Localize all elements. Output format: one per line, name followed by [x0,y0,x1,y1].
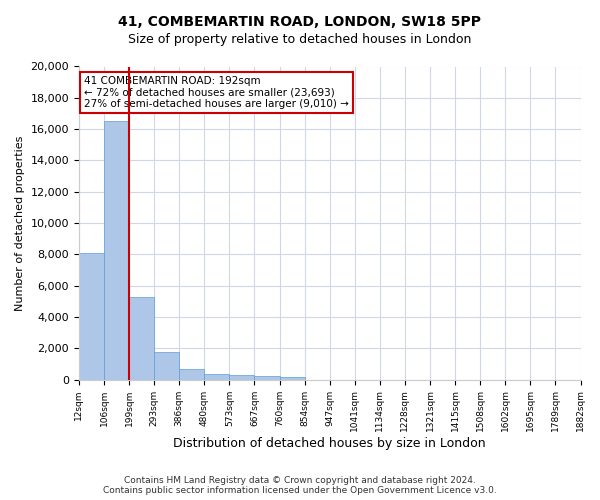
Text: Contains HM Land Registry data © Crown copyright and database right 2024.
Contai: Contains HM Land Registry data © Crown c… [103,476,497,495]
Y-axis label: Number of detached properties: Number of detached properties [15,136,25,310]
Bar [205,374,229,380]
Bar [179,370,205,380]
Bar [229,376,254,380]
Text: 41 COMBEMARTIN ROAD: 192sqm
← 72% of detached houses are smaller (23,693)
27% of: 41 COMBEMARTIN ROAD: 192sqm ← 72% of det… [84,76,349,109]
Text: 41, COMBEMARTIN ROAD, LONDON, SW18 5PP: 41, COMBEMARTIN ROAD, LONDON, SW18 5PP [119,15,482,29]
Bar [254,376,280,380]
Bar [79,253,104,380]
Bar [154,352,179,380]
Bar [280,377,305,380]
Bar [129,296,154,380]
Text: Size of property relative to detached houses in London: Size of property relative to detached ho… [128,32,472,46]
X-axis label: Distribution of detached houses by size in London: Distribution of detached houses by size … [173,437,486,450]
Bar [104,122,129,380]
